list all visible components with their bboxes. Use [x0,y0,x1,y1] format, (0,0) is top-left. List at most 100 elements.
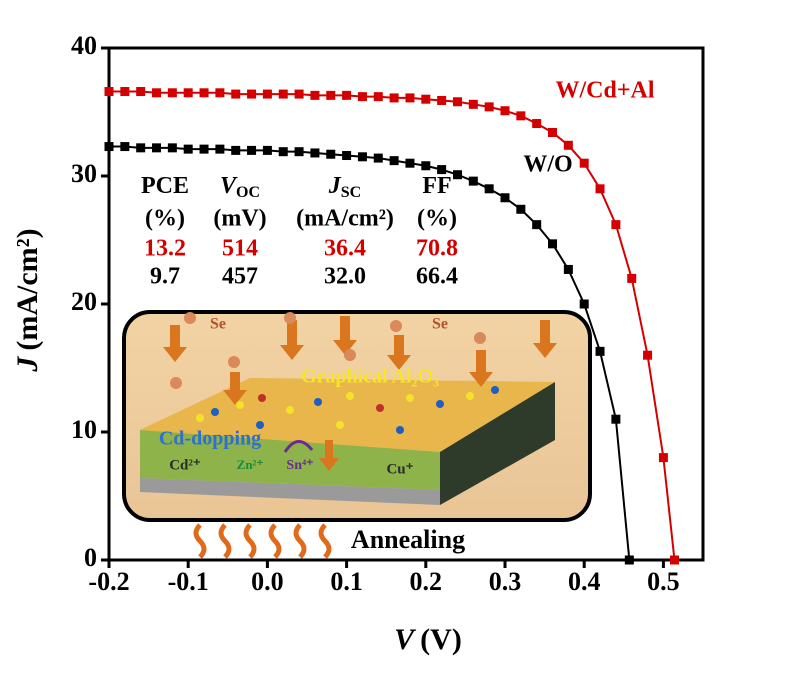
marker [595,346,605,356]
y-label-unit: (mA/cm²) [11,228,44,350]
x-tick-label: 0.3 [489,567,522,596]
inset-label: Cu⁺ [386,461,413,477]
marker [405,93,415,103]
y-tick-label: 40 [71,31,97,60]
marker [516,111,526,121]
y-tick-label: 30 [71,159,97,188]
y-axis-label: J (mA/cm²) [11,228,44,372]
inset-label: Cd²⁺ [169,457,201,473]
header-unit: (mV) [213,206,266,232]
series-label: W/Cd+Al [555,78,654,104]
marker [595,184,605,194]
marker [215,88,225,98]
marker [627,273,637,283]
marker [326,90,336,100]
marker [532,119,542,129]
marker [262,145,272,155]
marker [215,144,225,154]
table-header: PCE [141,173,189,199]
marker [120,87,130,97]
series-label: W/O [523,152,572,178]
marker [548,127,558,137]
y-tick-label: 20 [71,287,97,316]
table-header: JSC [328,173,361,201]
header-name: PCE [141,173,189,199]
marker [437,165,447,175]
marker [373,153,383,163]
x-tick-label: -0.2 [88,567,129,596]
table-cell: 32.0 [324,264,366,290]
marker [294,147,304,157]
marker [152,143,162,153]
header-unit: (%) [145,206,185,232]
table-cell: 70.8 [416,236,458,262]
inset-label: Se [432,316,448,333]
marker [167,143,177,153]
x-tick-label: 0.0 [251,567,284,596]
header-unit: (mA/cm²) [296,206,394,232]
marker [658,453,668,463]
x-tick-label: -0.1 [168,567,209,596]
header-sub: OC [236,184,260,201]
y-tick-label: 0 [84,543,97,572]
marker [373,92,383,102]
table-cell: 9.7 [150,264,180,290]
exchange-arrow [283,440,314,453]
x-tick-label: 0.5 [647,567,680,596]
marker [262,89,272,99]
marker [326,149,336,159]
x-label-unit: (V) [420,623,462,656]
inset-label: Annealing [351,525,465,554]
y-tick-label: 10 [71,415,97,444]
marker [532,220,542,230]
header-name: V [220,173,238,199]
marker [579,158,589,168]
marker [452,97,462,107]
arrows [163,316,557,471]
marker [500,106,510,116]
marker [104,87,114,97]
marker [437,95,447,105]
marker [468,99,478,109]
marker [342,151,352,161]
slab-front [140,430,440,490]
table-cell: 514 [222,236,258,262]
table-cell: 66.4 [416,264,458,290]
inset-label: Zn²⁺ [237,457,264,472]
header-name: FF [422,173,451,199]
marker [136,143,146,153]
marker [231,89,241,99]
marker [183,88,193,98]
heat-waves [193,523,332,559]
x-axis-label: V (V) [394,623,462,656]
inset-label: Sn⁴⁺ [286,458,313,473]
marker [389,156,399,166]
marker [500,193,510,203]
table-cell: 13.2 [144,236,186,262]
marker [421,94,431,104]
atoms [196,386,499,434]
marker [120,142,130,152]
plot-frame [107,46,705,562]
inset-label: Graphical Al₂O₃ [301,366,439,388]
marker [310,90,320,100]
marker [199,144,209,154]
marker [579,299,589,309]
marker [452,170,462,180]
marker [484,184,494,194]
marker [516,204,526,214]
slab-top [140,378,555,452]
marker [624,555,634,565]
x-tick-label: 0.4 [568,567,601,596]
marker [199,88,209,98]
marker [357,152,367,162]
marker [278,89,288,99]
marker [278,147,288,157]
marker [468,176,478,186]
marker [563,140,573,150]
marker [247,89,257,99]
inset [122,310,592,559]
marker [669,555,679,565]
